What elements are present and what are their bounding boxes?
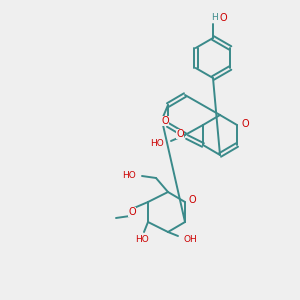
Text: O: O (241, 119, 249, 129)
Text: O: O (219, 13, 227, 23)
Text: O: O (161, 116, 169, 126)
Text: H: H (212, 14, 218, 22)
Text: HO: HO (135, 236, 149, 244)
Text: OH: OH (183, 236, 197, 244)
Text: O: O (176, 129, 184, 139)
Text: O: O (188, 195, 196, 205)
Text: HO: HO (150, 140, 164, 148)
Text: HO: HO (122, 172, 136, 181)
Text: O: O (128, 207, 136, 217)
